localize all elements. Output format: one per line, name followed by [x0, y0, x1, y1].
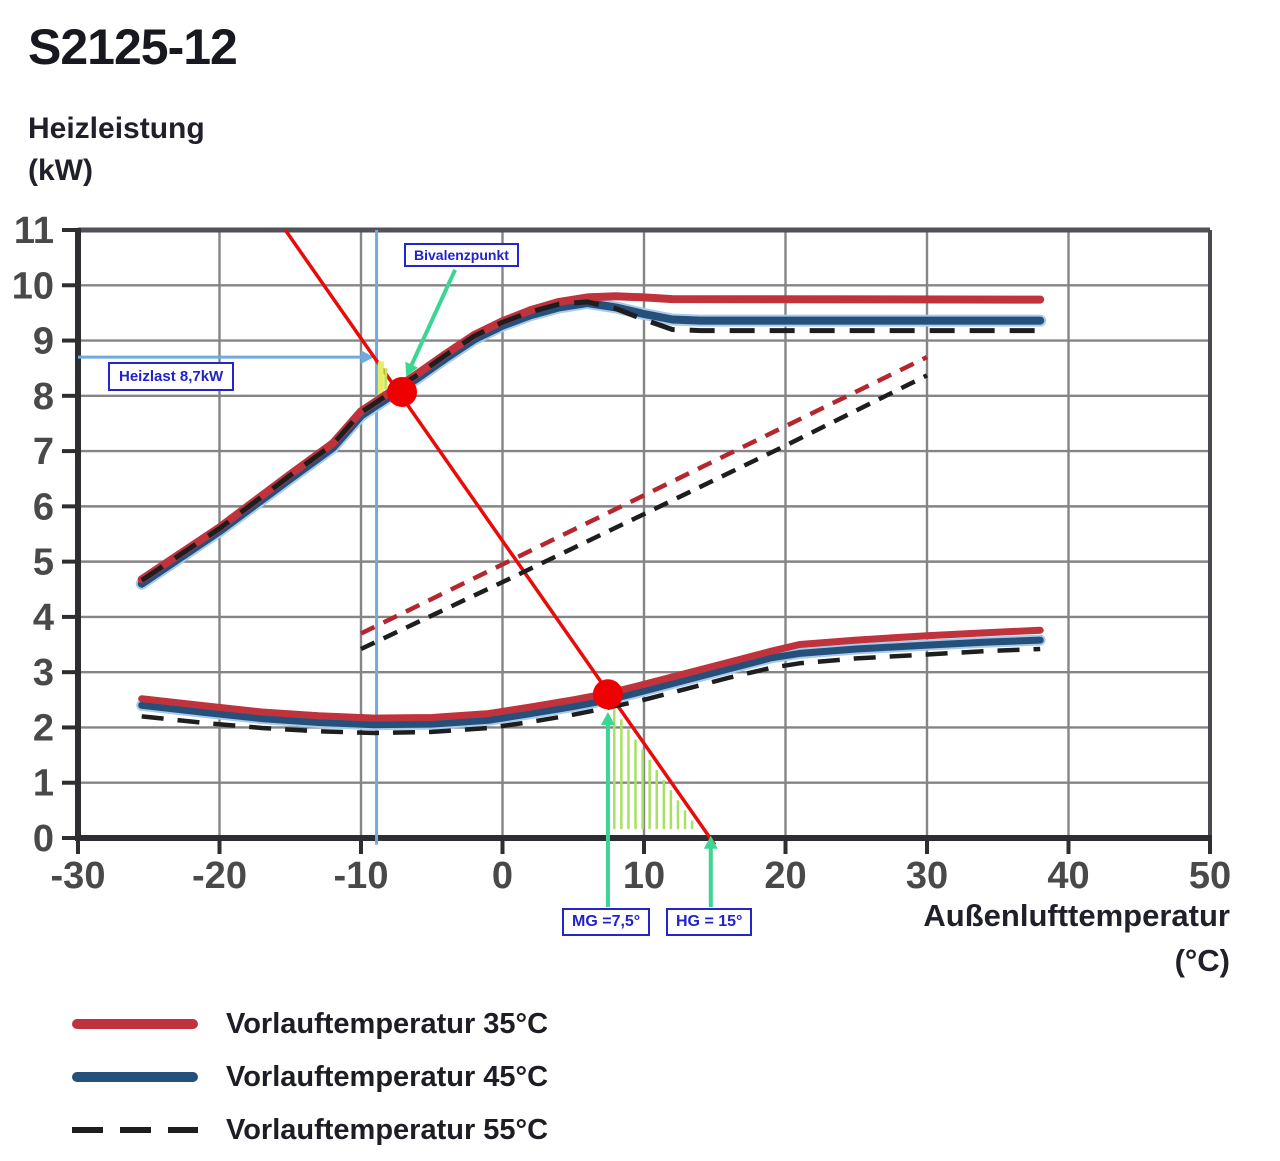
legend-item-vorlauf-45: Vorlauftemperatur 45°C	[72, 1061, 548, 1093]
page-title: S2125-12	[28, 19, 238, 75]
y-tick-label: 8	[33, 376, 54, 418]
bivalenzpunkt-marker	[387, 376, 418, 407]
heizlast-guide-arrow-head	[360, 350, 374, 365]
y-tick-label: 7	[33, 431, 54, 473]
curve-mid-dashed-red	[360, 355, 928, 636]
bivalenz-arrow-head	[405, 361, 419, 377]
y-tick-label: 0	[33, 818, 54, 860]
curve-mid-dashed-black	[360, 373, 928, 652]
mg-punkt-marker	[592, 679, 623, 710]
x-tick-label: 10	[623, 855, 665, 897]
bivalenzpunkt-callout: Bivalenzpunkt	[404, 243, 519, 267]
mg-arrow-head	[600, 711, 615, 725]
curve-upper-vorlauf-35	[137, 292, 1045, 584]
bivalenz-arrow	[407, 268, 457, 371]
legend-label: Vorlauftemperatur 35°C	[226, 1007, 549, 1040]
y-tick-label: 5	[33, 542, 54, 584]
legend-label: Vorlauftemperatur 55°C	[226, 1113, 549, 1146]
legend-line-navy-icon	[72, 1072, 198, 1082]
y-tick-label: 6	[33, 486, 54, 528]
heizlast-callout: Heizlast 8,7kW	[108, 362, 235, 391]
y-tick-label: 3	[33, 652, 54, 694]
legend-line-dashed-icon	[72, 1127, 198, 1133]
y-axis-title: Heizleistung (kW)	[28, 112, 205, 187]
x-tick-label: 30	[906, 855, 948, 897]
mg-callout: MG =7,5°	[562, 908, 651, 936]
y-tick-label: 1	[33, 763, 54, 805]
chart-legend: Vorlauftemperatur 35°C Vorlauftemperatur…	[72, 1008, 548, 1146]
y-tick-label: 10	[12, 265, 54, 307]
heizlast-load-line	[283, 228, 717, 846]
x-tick-label: 0	[492, 855, 513, 897]
x-tick-label: -10	[334, 855, 389, 897]
y-tick-label: 11	[14, 210, 54, 252]
y-tick-label: 9	[33, 321, 54, 363]
hg-callout: HG = 15°	[666, 908, 753, 936]
legend-item-vorlauf-55: Vorlauftemperatur 55°C	[72, 1114, 548, 1146]
legend-label: Vorlauftemperatur 45°C	[226, 1060, 549, 1093]
x-tick-label: -20	[192, 855, 247, 897]
x-tick-label: -30	[51, 855, 106, 897]
x-tick-label: 50	[1189, 855, 1231, 897]
x-tick-label: 20	[764, 855, 806, 897]
legend-line-red-icon	[72, 1019, 198, 1029]
x-tick-label: 40	[1047, 855, 1089, 897]
y-tick-label: 2	[33, 707, 54, 749]
y-tick-label: 4	[33, 597, 54, 639]
hg-arrow-head	[703, 835, 718, 849]
x-axis-title: Außenlufttemperatur (°C)	[923, 898, 1230, 978]
legend-item-vorlauf-35: Vorlauftemperatur 35°C	[72, 1008, 548, 1040]
